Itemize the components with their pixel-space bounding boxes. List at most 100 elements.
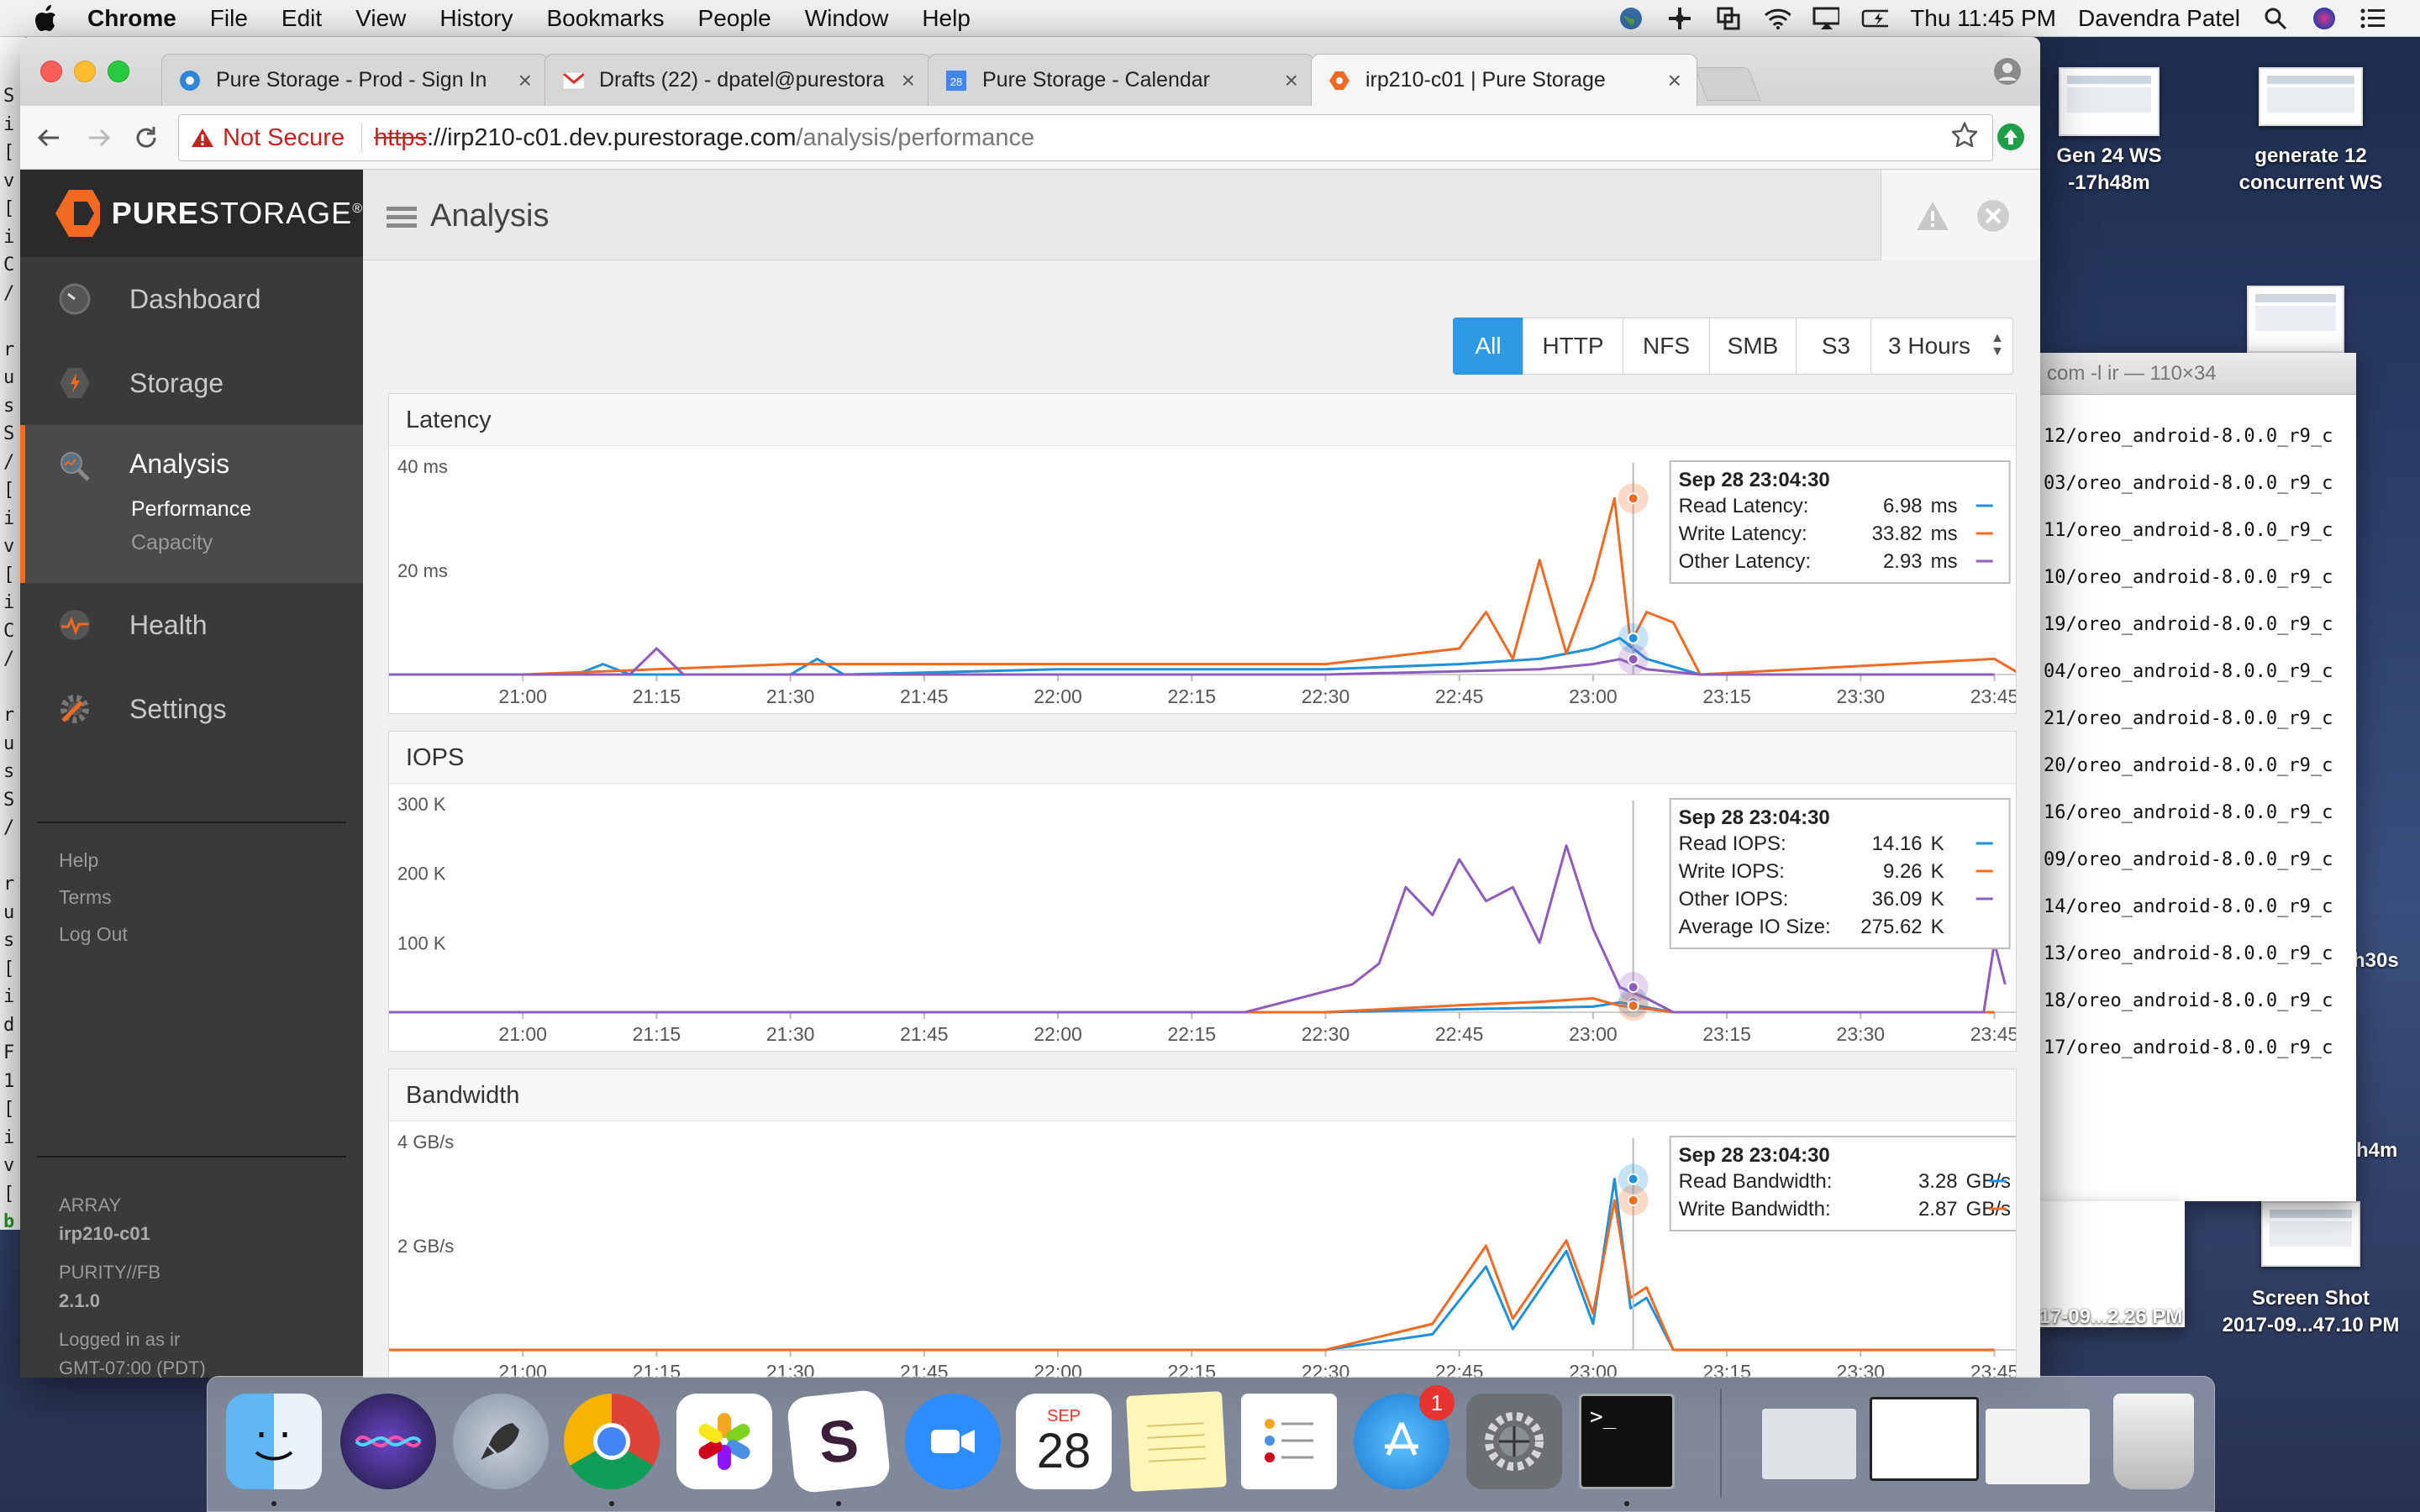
tooltip-row-unit: K [1931, 888, 1944, 911]
dock-launchpad-icon[interactable] [453, 1394, 549, 1489]
dock-slack-icon[interactable]: S [786, 1389, 892, 1494]
minimize-window-button[interactable] [74, 60, 96, 82]
menu-bookmarks[interactable]: Bookmarks [546, 4, 665, 31]
dock-trash-icon[interactable] [2113, 1394, 2194, 1489]
desktop-file-screenshot[interactable]: Screen Shot 2017-09...47.10 PM [2202, 1201, 2420, 1339]
extension-update-icon[interactable] [1996, 123, 2025, 155]
time-range-select[interactable]: 3 Hours ▲ ▼ [1870, 318, 2013, 375]
tab-close-icon[interactable]: × [1284, 66, 1298, 93]
menu-file[interactable]: File [209, 4, 248, 31]
screen-share-icon[interactable] [1715, 5, 1742, 32]
sidebar-item-storage[interactable]: Storage [20, 341, 363, 425]
tab-pure-prod-sign-in[interactable]: Pure Storage - Prod - Sign In × [161, 54, 548, 106]
latency-chart[interactable]: 40 ms 20 ms 21:00 21:15 21:30 21:45 22:00 22:15… [389, 446, 2016, 713]
sidebar-link-terms[interactable]: Terms [59, 886, 112, 908]
dock-appstore-icon[interactable]: 1 [1354, 1385, 1455, 1489]
timezone: GMT-07:00 (PDT) [59, 1357, 206, 1378]
tab-gmail-drafts[interactable]: Drafts (22) - dpatel@purestora × [544, 54, 931, 106]
tab-calendar[interactable]: 28 Pure Storage - Calendar × [928, 54, 1314, 106]
x-tick-label: 23:45 [1970, 1023, 2016, 1045]
siri-icon[interactable] [2311, 5, 2338, 32]
menu-clock[interactable]: Thu 11:45 PM [1910, 4, 2056, 31]
network-tool-icon[interactable] [1666, 5, 1693, 32]
bookmark-star-icon[interactable] [1950, 120, 1979, 154]
sidebar-item-settings[interactable]: Settings [20, 667, 363, 751]
new-tab-button[interactable] [1694, 67, 1761, 101]
tab-title: irp210-c01 | Pure Storage [1365, 68, 1606, 92]
hamburger-menu-icon[interactable] [387, 205, 417, 234]
iops-chart[interactable]: 300 K 200 K 100 K 21:00 21:15 21:30 21:45 22:00… [389, 784, 2016, 1051]
close-window-button[interactable] [40, 60, 62, 82]
tooltip-row-unit: ms [1931, 522, 1958, 545]
bandwidth-chart[interactable]: 4 GB/s 2 GB/s 21:00 21:15 21:30 21:45 22:00 22:… [389, 1121, 2016, 1378]
sidebar-link-logout[interactable]: Log Out [59, 923, 128, 945]
address-bar[interactable]: Not Secure https ://irp210-c01.dev.pures… [178, 114, 1993, 161]
airplay-icon[interactable] [1812, 5, 1840, 32]
desktop-file-generate-12[interactable]: generate 12 concurrent WS [2210, 67, 2412, 197]
menu-edit[interactable]: Edit [281, 4, 323, 31]
profile-icon[interactable] [1993, 57, 2022, 90]
x-tick-label: 22:45 [1435, 685, 1484, 707]
dock-zoom-icon[interactable] [905, 1394, 1001, 1489]
dock-notes-icon[interactable] [1126, 1391, 1227, 1492]
globe-icon[interactable] [1618, 5, 1644, 32]
hover-marker [1627, 1000, 1639, 1012]
sidebar-subitem-performance[interactable]: Performance [131, 497, 252, 521]
array-name: irp210-c01 [59, 1223, 150, 1244]
alert-triangle-icon[interactable] [1915, 200, 1950, 236]
spotlight-search-icon[interactable] [2262, 5, 2289, 32]
menu-people[interactable]: People [697, 4, 771, 31]
tab-close-icon[interactable]: × [901, 66, 915, 93]
not-secure-indicator[interactable]: Not Secure [191, 124, 345, 152]
back-arrow-icon[interactable] [32, 121, 66, 155]
pure-storage-logo[interactable]: PURESTORAGE® [20, 170, 363, 257]
background-window[interactable]: 17-09...2.26 PM [2037, 1201, 2185, 1328]
desktop-partial-label: h30s [2353, 949, 2399, 972]
sidebar-link-help[interactable]: Help [59, 849, 99, 871]
filter-all-button[interactable]: All [1453, 318, 1523, 375]
dock-reminders-icon[interactable] [1241, 1394, 1337, 1489]
filter-s3-button[interactable]: S3 [1796, 318, 1876, 375]
menu-help[interactable]: Help [922, 4, 971, 31]
sidebar-subitem-capacity[interactable]: Capacity [131, 531, 213, 554]
dock-minimized-window[interactable] [1986, 1409, 2090, 1484]
tab-close-icon[interactable]: × [518, 66, 532, 93]
dock-minimized-window[interactable] [1870, 1397, 1979, 1481]
dock-photos-icon[interactable] [676, 1394, 772, 1489]
desktop-file-thumbnail[interactable] [2245, 286, 2346, 360]
series-line-read-bandwidth [389, 1178, 1995, 1352]
menu-app-name[interactable]: Chrome [87, 4, 176, 31]
series-line-other-iops [389, 844, 2007, 1014]
reload-icon[interactable] [129, 121, 163, 155]
terminal-window[interactable]: com -l ir — 110×34 12/oreo_android-8.0.0… [2037, 353, 2356, 1201]
menu-window[interactable]: Window [804, 4, 889, 31]
apple-menu-icon[interactable] [29, 2, 62, 35]
notification-center-icon[interactable] [2360, 5, 2386, 32]
sidebar-item-analysis[interactable]: Analysis Performance Capacity [20, 425, 363, 583]
dock-chrome-icon[interactable] [564, 1394, 660, 1489]
desktop-file-gen-24-ws[interactable]: Gen 24 WS -17h48m [2033, 67, 2185, 197]
menu-view[interactable]: View [355, 4, 407, 31]
sidebar-item-health[interactable]: Health [20, 583, 363, 667]
battery-icon[interactable] [1861, 5, 1889, 32]
menu-user[interactable]: Davendra Patel [2077, 4, 2240, 31]
dock-calendar-icon[interactable]: SEP 28 [1016, 1394, 1112, 1489]
close-circle-icon[interactable] [1975, 198, 2011, 238]
tab-irp210-c01[interactable]: irp210-c01 | Pure Storage × [1311, 54, 1697, 106]
dock-running-indicator [1624, 1501, 1629, 1506]
filter-http-button[interactable]: HTTP [1523, 318, 1623, 375]
menu-history[interactable]: History [439, 4, 513, 31]
forward-arrow-icon[interactable] [82, 121, 116, 155]
dock-minimized-window[interactable] [1762, 1409, 1856, 1479]
sidebar-item-dashboard[interactable]: Dashboard [20, 257, 363, 341]
dock-terminal-icon[interactable]: >_ [1579, 1394, 1675, 1489]
dock-system-preferences-icon[interactable] [1466, 1394, 1562, 1489]
dock-siri-icon[interactable] [340, 1394, 436, 1489]
wifi-icon[interactable] [1764, 5, 1791, 32]
dock-finder-icon[interactable] [226, 1394, 322, 1489]
filter-smb-button[interactable]: SMB [1709, 318, 1797, 375]
filter-nfs-button[interactable]: NFS [1623, 318, 1710, 375]
maximize-window-button[interactable] [108, 60, 129, 82]
tooltip-row-value: 6.98 [1883, 495, 1923, 517]
tab-close-icon[interactable]: × [1667, 66, 1681, 93]
